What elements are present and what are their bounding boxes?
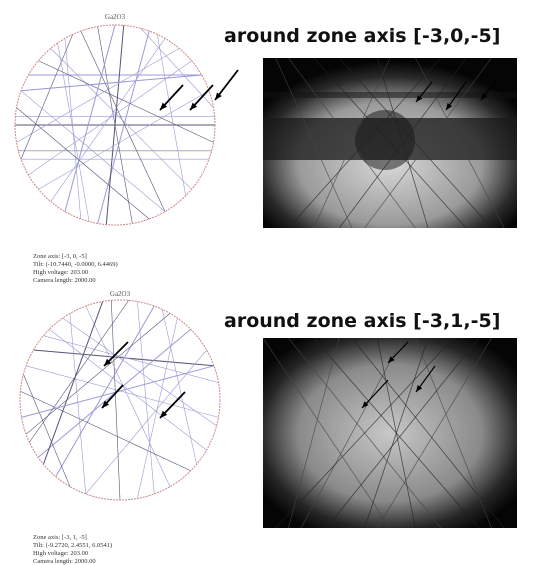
panel: Ga2O3 around zone axis [-3,0,-5] Zone ax… [15,13,517,284]
info: High voltage: 203.00 [33,550,88,557]
info: Zone axis: [-3, 0, -5] [33,253,87,260]
kikuchi-line [58,43,89,222]
kikuchi-line [111,300,120,500]
info: Camera length: 2000.00 [33,558,96,565]
kikuchi-line [43,336,218,383]
info: High voltage: 203.00 [33,269,88,276]
kikuchi-line [137,302,154,494]
kikuchi-line [17,108,150,219]
info: Tilt: (-9.2720, 2.4551, 6.0541) [33,542,112,549]
info: Camera length: 2000.00 [33,277,96,284]
dark-band [263,92,517,98]
kikuchi-line [63,318,217,426]
info: Tilt: (-10.7440, -0.0000, 6.4469) [33,261,118,268]
kikuchi-line [51,38,165,201]
figure: Ga2O3 around zone axis [-3,0,-5] Zone ax… [0,0,534,565]
heading: around zone axis [-3,0,-5] [224,25,500,47]
kikuchi-line [21,34,73,159]
kikuchi-line [157,34,185,195]
kikuchi-line [162,309,196,464]
info: Zone axis: [-3, 1, -5] [33,534,87,541]
kikuchi-lines [20,300,218,500]
micrograph [263,338,517,528]
kikuchi-line [81,31,165,212]
kikuchi-line [137,318,177,498]
kikuchi-line [21,75,202,91]
kikuchi-line [49,329,206,450]
panel: Ga2O3 around zone axis [-3,1,-5] Zone ax… [20,290,517,565]
kikuchi-line [56,306,154,477]
sim-title: Ga2O3 [105,13,126,21]
sim-title: Ga2O3 [110,290,131,298]
kikuchi-line [38,61,213,143]
kikuchi-line [29,300,128,442]
kikuchi-lines [15,25,215,225]
heading: around zone axis [-3,1,-5] [224,310,500,332]
